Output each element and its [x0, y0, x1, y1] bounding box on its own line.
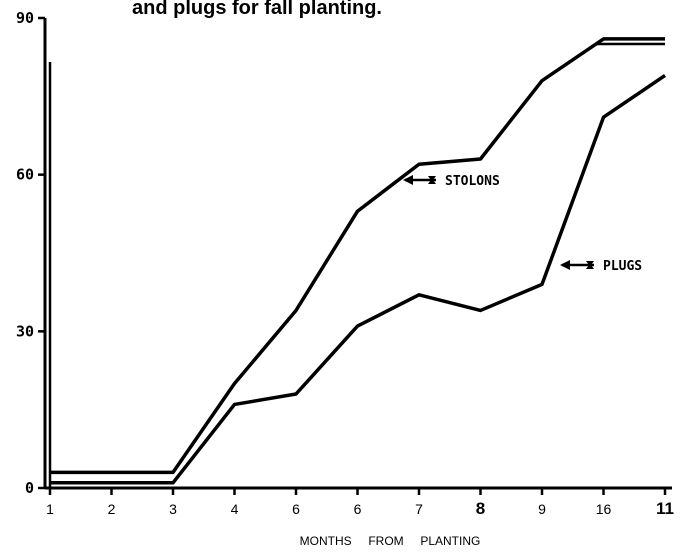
x-tick-label: 1 [46, 501, 54, 517]
x-tick-label: 6 [354, 501, 362, 517]
stolons-arrow-fletch [428, 176, 436, 184]
series-line-stolons [50, 37, 665, 475]
y-tick-label: 60 [16, 166, 34, 184]
plugs-arrow-head [560, 260, 570, 270]
x-tick-label: 7 [415, 501, 423, 517]
x-tick-label: 4 [231, 501, 239, 517]
x-axis-label: MONTHS FROM PLANTING [300, 534, 481, 548]
plugs-annotation: PLUGS [560, 259, 642, 274]
stolons-label: STOLONS [445, 174, 500, 189]
x-tick-label: 8 [476, 499, 485, 518]
x-tick-label: 16 [596, 501, 612, 517]
y-tick-label: 90 [16, 9, 34, 27]
series-line-plugs [50, 73, 666, 485]
y-tick-label: 0 [25, 479, 34, 497]
x-tick-label: 6 [292, 501, 300, 517]
x-tick-label: 2 [108, 501, 116, 517]
plugs-label: PLUGS [603, 259, 642, 274]
plugs-arrow-fletch [586, 261, 594, 269]
x-tick-label: 9 [538, 501, 546, 517]
y-axis [43, 18, 52, 488]
y-tick-label: 30 [16, 322, 34, 340]
stolons-annotation: STOLONS [403, 174, 500, 189]
x-tick-label: 3 [169, 501, 177, 517]
x-tick-label: 11 [656, 499, 674, 518]
stolons-arrow-head [403, 175, 413, 185]
chart-title: and plugs for fall planting. [132, 0, 382, 19]
